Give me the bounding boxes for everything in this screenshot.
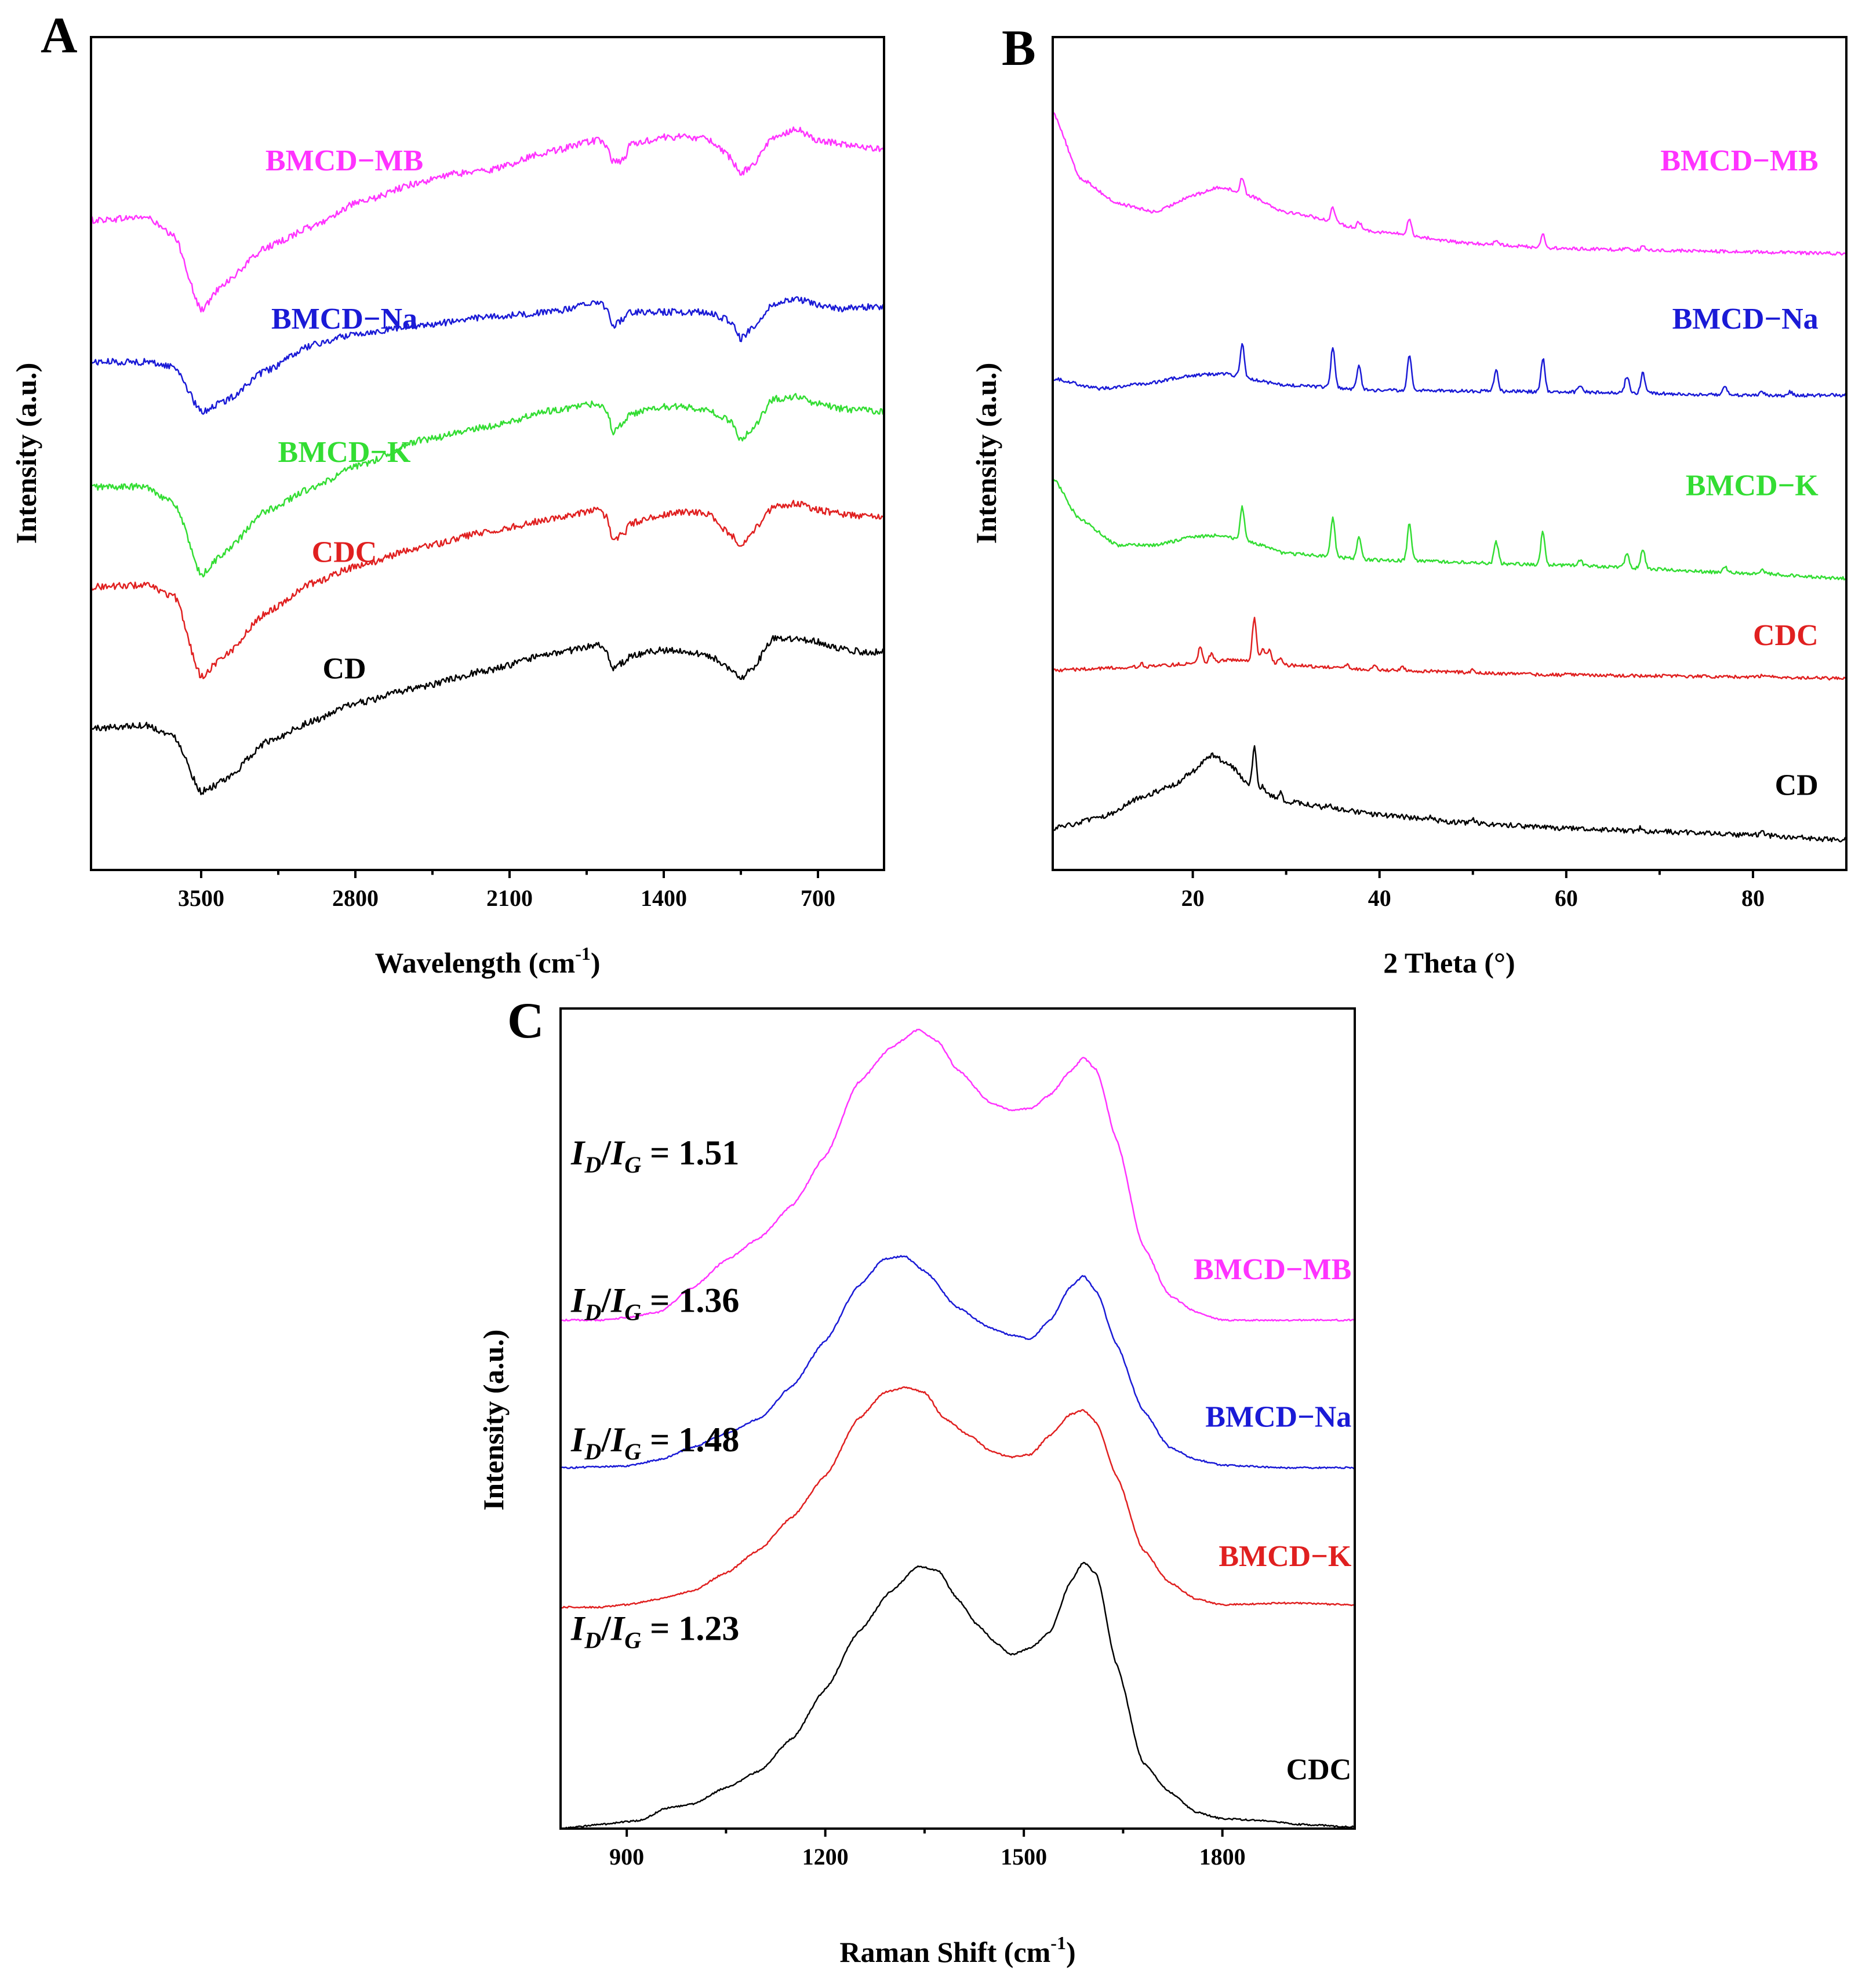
x-tick-label: 1800 bbox=[1199, 1844, 1246, 1870]
panel-c-ratio-labels: ID/IG = 1.51 ID/IG = 1.36 ID/IG = 1.48 ID/I… bbox=[570, 1134, 739, 1654]
panel-b-y-axis-title: Intensity (a.u.) bbox=[970, 363, 1002, 544]
series-line-bmcd-mb bbox=[561, 1028, 1355, 1322]
x-tick-label: 1200 bbox=[802, 1844, 849, 1870]
series-line-bmcd-na bbox=[1052, 343, 1848, 398]
series-label: CD bbox=[322, 652, 366, 685]
panel-b-x-axis-title: 2 Theta (°) bbox=[1383, 946, 1515, 979]
series-label: BMCD−Na bbox=[271, 303, 417, 336]
series-line-bmcd-na bbox=[90, 296, 884, 415]
series-line-bmcd-k bbox=[560, 1386, 1355, 1609]
panel-c-x-axis-title: Raman Shift (cm-1) bbox=[839, 1932, 1075, 1968]
panel-b-xrd: B BMCD−MB BMCD−Na BMCD−K CDC CD 20 40 60 80 2 T… bbox=[970, 20, 1848, 979]
series-line-bmcd-na bbox=[560, 1255, 1355, 1469]
id-ig-ratio-label: ID/IG = 1.23 bbox=[570, 1610, 739, 1654]
panel-b-series-labels: BMCD−MB BMCD−Na BMCD−K CDC CD bbox=[1660, 144, 1819, 802]
panel-a-series bbox=[90, 126, 885, 796]
series-label: BMCD−MB bbox=[1660, 144, 1818, 177]
series-line-bmcd-k bbox=[90, 392, 885, 578]
series-label: BMCD−MB bbox=[266, 144, 423, 177]
series-label: CDC bbox=[1286, 1753, 1352, 1786]
series-line-bmcd-k bbox=[1052, 479, 1848, 581]
x-tick-label: 80 bbox=[1741, 885, 1765, 911]
x-tick-label: 700 bbox=[801, 885, 835, 911]
panel-letter-c: C bbox=[507, 993, 544, 1049]
panel-c-x-ticks: 900 1200 1500 1800 bbox=[609, 1829, 1246, 1870]
series-label: BMCD−K bbox=[278, 436, 412, 469]
panel-c-series bbox=[560, 1028, 1355, 1830]
x-tick-label: 40 bbox=[1368, 885, 1391, 911]
id-ig-ratio-label: ID/IG = 1.51 bbox=[570, 1134, 739, 1178]
panel-a-y-axis-title: Intensity (a.u.) bbox=[10, 363, 42, 544]
series-line-bmcd-mb bbox=[90, 126, 885, 313]
series-line-cdc bbox=[560, 1561, 1355, 1830]
id-ig-ratio-label: ID/IG = 1.36 bbox=[570, 1281, 739, 1326]
series-label: BMCD−K bbox=[1219, 1540, 1352, 1573]
x-tick-label: 60 bbox=[1555, 885, 1578, 911]
series-line-bmcd-mb bbox=[1052, 112, 1847, 256]
x-tick-label: 1500 bbox=[1001, 1844, 1047, 1870]
x-tick-label: 1400 bbox=[641, 885, 687, 911]
panel-c-y-axis-title: Intensity (a.u.) bbox=[477, 1330, 510, 1511]
series-line-cdc bbox=[90, 500, 885, 679]
series-line-cd bbox=[90, 635, 885, 796]
panel-a-frame bbox=[90, 36, 885, 871]
series-label: CDC bbox=[312, 536, 377, 569]
panel-c-frame bbox=[559, 1007, 1356, 1830]
panel-c-series-labels: BMCD−MB BMCD−Na BMCD−K CDC bbox=[1194, 1253, 1352, 1786]
panel-letter-b: B bbox=[1002, 20, 1036, 77]
x-tick-label: 20 bbox=[1181, 885, 1205, 911]
panel-a-x-axis-title: Wavelength (cm-1) bbox=[374, 943, 600, 979]
x-tick-label: 900 bbox=[609, 1844, 644, 1870]
x-tick-label: 3500 bbox=[178, 885, 224, 911]
id-ig-ratio-label: ID/IG = 1.48 bbox=[570, 1421, 739, 1465]
series-line-cdc bbox=[1052, 617, 1847, 681]
series-label: CD bbox=[1775, 769, 1819, 802]
panel-a-x-ticks: 3500 2800 2100 1400 700 bbox=[178, 870, 835, 911]
panel-b-series bbox=[1052, 112, 1848, 843]
series-line-cd bbox=[1052, 745, 1848, 843]
series-label: CDC bbox=[1753, 619, 1819, 652]
series-label: BMCD−Na bbox=[1672, 303, 1819, 336]
panel-a-ftir: A BMCD−MB BMCD−Na BMCD−K CDC CD 3500 2800 2100… bbox=[10, 8, 885, 979]
series-label: BMCD−MB bbox=[1194, 1253, 1351, 1286]
panel-b-frame bbox=[1052, 36, 1848, 871]
panel-b-x-ticks: 20 40 60 80 bbox=[1181, 870, 1765, 911]
x-tick-label: 2800 bbox=[332, 885, 379, 911]
series-label: BMCD−Na bbox=[1205, 1401, 1351, 1434]
series-label: BMCD−K bbox=[1686, 469, 1819, 502]
x-tick-label: 2100 bbox=[486, 885, 533, 911]
panel-a-series-labels: BMCD−MB BMCD−Na BMCD−K CDC CD bbox=[266, 144, 423, 686]
panel-letter-a: A bbox=[41, 8, 78, 64]
